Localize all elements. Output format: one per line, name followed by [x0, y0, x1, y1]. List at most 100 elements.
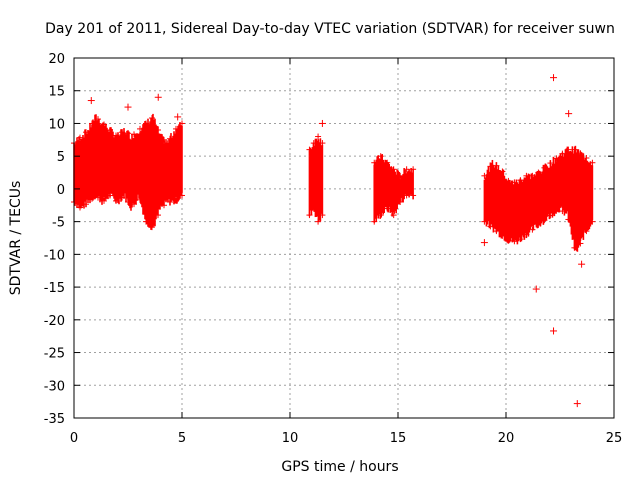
outlier-point	[87, 97, 95, 105]
data-point	[589, 159, 596, 166]
outlier-point	[480, 239, 488, 247]
data-point	[541, 164, 548, 171]
data-point	[511, 238, 518, 245]
y-tick-label: -35	[44, 412, 65, 427]
x-tick-label: 15	[390, 431, 407, 446]
outlier-point	[174, 113, 182, 121]
data-point	[481, 218, 488, 225]
y-tick-label: -30	[44, 379, 65, 394]
data-band	[71, 113, 185, 231]
data-point	[481, 172, 488, 179]
data-point	[559, 150, 566, 157]
y-tick-label: -10	[44, 248, 65, 263]
data-point	[310, 205, 317, 212]
outlier-point	[550, 74, 558, 82]
data-point	[577, 240, 584, 247]
data-point	[571, 244, 578, 251]
y-tick-label: 15	[48, 85, 65, 100]
data-point	[77, 134, 83, 141]
data-point	[384, 205, 391, 212]
data-point	[577, 150, 584, 157]
data-point	[397, 172, 404, 179]
data-point	[499, 168, 506, 175]
data-point	[377, 153, 384, 160]
x-tick-label: 5	[178, 431, 186, 446]
data-point	[131, 201, 137, 208]
data-point	[143, 218, 149, 225]
y-tick-label: -25	[44, 347, 65, 362]
data-point	[410, 166, 417, 173]
data-point	[517, 177, 524, 184]
data-point	[167, 135, 173, 142]
data-point	[173, 125, 179, 132]
outlier-point	[532, 285, 540, 293]
data-point	[505, 237, 512, 244]
data-point	[306, 212, 313, 219]
data-point	[149, 115, 155, 121]
data-band	[481, 145, 596, 252]
data-point	[583, 155, 590, 161]
data-point	[589, 218, 596, 225]
data-point	[523, 231, 530, 238]
data-point	[119, 194, 125, 201]
data-point	[125, 199, 131, 205]
data-point	[505, 177, 512, 184]
data-point	[107, 127, 113, 133]
data-point	[529, 172, 536, 179]
data-point	[390, 166, 397, 173]
y-tick-label: 20	[48, 52, 65, 67]
data-point	[149, 224, 155, 231]
outlier-point	[124, 103, 132, 111]
data-point	[161, 136, 167, 143]
data-point	[113, 197, 119, 204]
data-point	[95, 116, 101, 123]
data-point	[89, 195, 95, 202]
data-point	[310, 140, 317, 147]
data-point	[155, 212, 161, 219]
data-layer	[71, 74, 596, 408]
data-point	[384, 159, 391, 166]
data-point	[553, 207, 560, 214]
outlier-point	[578, 260, 586, 268]
data-point	[541, 217, 548, 224]
plot-frame	[73, 57, 615, 419]
data-point	[155, 127, 161, 133]
data-point	[167, 199, 173, 205]
data-point	[319, 212, 326, 219]
data-point	[547, 212, 554, 219]
chart-title: Day 201 of 2011, Sidereal Day-to-day VTE…	[45, 21, 615, 37]
outlier-point	[318, 119, 326, 127]
data-point	[487, 163, 494, 170]
x-tick-label: 25	[606, 431, 623, 446]
data-point	[377, 212, 384, 219]
data-point	[535, 221, 542, 228]
data-point	[306, 146, 313, 153]
data-point	[319, 140, 326, 147]
x-tick-label: 0	[70, 431, 78, 446]
outlier-point	[573, 400, 581, 408]
data-point	[101, 197, 107, 204]
data-point	[137, 196, 143, 203]
data-point	[493, 162, 500, 169]
data-point	[131, 131, 137, 138]
data-point	[77, 204, 83, 211]
data-point	[143, 120, 149, 127]
x-tick-label: 10	[282, 431, 299, 446]
data-point	[89, 120, 95, 127]
data-point	[371, 159, 378, 166]
outlier-point	[565, 110, 573, 118]
ticks: -35 -30 -25 -20 -15 -10 -5 0 5 10 15 20 0 5 10 15 20 25	[44, 52, 623, 446]
y-tick-label: -15	[44, 281, 65, 296]
data-point	[559, 208, 566, 215]
data-point	[553, 155, 560, 162]
data-point	[565, 216, 572, 223]
data-point	[137, 125, 143, 132]
data-point	[95, 194, 101, 201]
data-point	[119, 129, 125, 136]
data-point	[179, 192, 185, 199]
y-tick-label: -20	[44, 314, 65, 329]
data-point	[83, 201, 89, 208]
y-tick-label: -5	[52, 216, 65, 231]
data-point	[493, 228, 500, 235]
outlier-point	[154, 93, 162, 101]
